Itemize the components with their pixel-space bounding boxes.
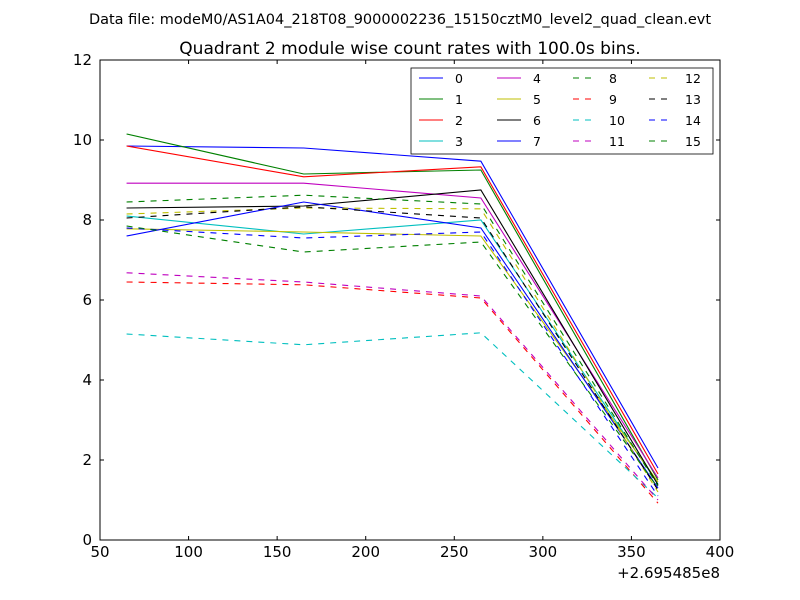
x-tick-label: 250 <box>440 543 469 561</box>
series-line-2 <box>126 145 659 475</box>
y-tick-label: 6 <box>82 291 92 309</box>
legend-label-9: 9 <box>609 92 617 107</box>
legend-label-8: 8 <box>609 71 617 86</box>
legend-label-5: 5 <box>533 92 541 107</box>
legend-box <box>410 67 714 155</box>
series-line-7 <box>126 201 659 489</box>
legend-label-2: 2 <box>455 113 463 128</box>
y-tick-label: 8 <box>82 211 92 229</box>
series-line-0 <box>126 145 659 469</box>
legend-label-10: 10 <box>609 113 625 128</box>
x-tick-label: 200 <box>351 543 380 561</box>
x-tick-label: 300 <box>529 543 558 561</box>
series-line-3 <box>126 215 659 485</box>
x-tick-label: 50 <box>90 543 109 561</box>
y-tick-label: 2 <box>82 451 92 469</box>
series-line-8 <box>126 194 659 487</box>
legend-label-14: 14 <box>685 113 701 128</box>
x-tick-label: 100 <box>174 543 203 561</box>
legend-label-7: 7 <box>533 134 541 149</box>
figure-suptitle: Data file: modeM0/AS1A04_218T08_90000022… <box>89 12 711 28</box>
legend-label-1: 1 <box>455 92 463 107</box>
plot-area <box>126 133 659 504</box>
y-tick-label: 0 <box>82 531 92 549</box>
x-tick-label: 150 <box>263 543 292 561</box>
series-line-12 <box>126 207 659 493</box>
series-line-13 <box>126 206 659 491</box>
y-tick-label: 4 <box>82 371 92 389</box>
legend-label-11: 11 <box>609 134 625 149</box>
y-tick-label: 10 <box>73 131 92 149</box>
series-line-11 <box>126 272 659 501</box>
legend-label-15: 15 <box>685 134 701 149</box>
legend-label-6: 6 <box>533 113 541 128</box>
legend-label-4: 4 <box>533 71 541 86</box>
x-tick-label: 400 <box>706 543 735 561</box>
legend-label-3: 3 <box>455 134 463 149</box>
series-line-10 <box>126 332 659 499</box>
y-tick-label: 12 <box>73 51 92 69</box>
series-line-5 <box>126 228 659 483</box>
series-line-14 <box>126 227 659 497</box>
legend-label-12: 12 <box>685 71 701 86</box>
x-axis-offset-label: +2.695485e8 <box>617 564 720 582</box>
x-tick-label: 350 <box>617 543 646 561</box>
series-line-15 <box>126 225 659 489</box>
series-line-6 <box>126 189 659 486</box>
series-line-9 <box>126 281 659 504</box>
chart-title: Quadrant 2 module wise count rates with … <box>179 39 640 59</box>
legend-label-13: 13 <box>685 92 701 107</box>
legend-label-0: 0 <box>455 71 463 86</box>
